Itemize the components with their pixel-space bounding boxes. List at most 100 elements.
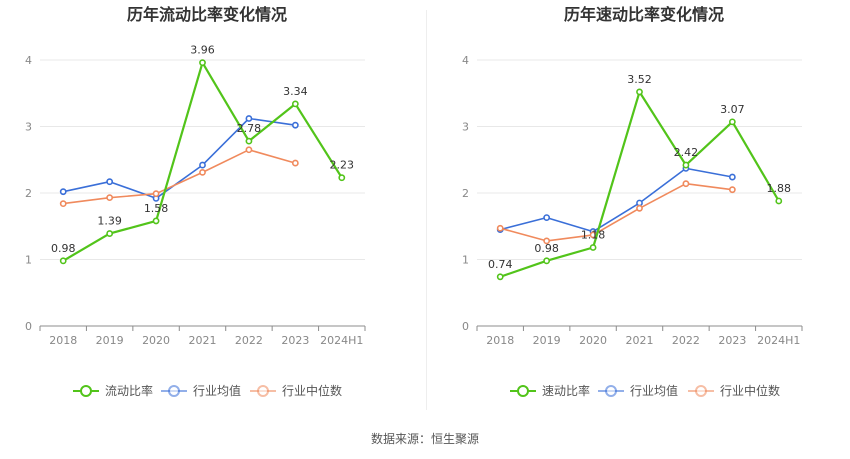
- x-tick-label: 2024H1: [757, 334, 800, 347]
- data-point-industry_avg: [59, 188, 67, 196]
- x-tick-label: 2018: [486, 334, 514, 347]
- data-label: 2.78: [237, 122, 262, 135]
- legend-label: 速动比率: [542, 383, 590, 398]
- y-tick-label: 1: [462, 254, 469, 267]
- x-tick-label: 2019: [533, 334, 561, 347]
- legend-item-industry_avg: 行业均值: [161, 383, 241, 398]
- data-point-industry_median: [636, 204, 643, 212]
- y-tick-label: 3: [25, 121, 32, 134]
- data-point-company: [728, 118, 736, 126]
- data-label: 0.98: [51, 242, 76, 255]
- x-tick-label: 2023: [718, 334, 746, 347]
- legend-label: 行业中位数: [282, 383, 342, 398]
- data-label: 3.96: [190, 44, 215, 57]
- data-point-company: [543, 257, 551, 265]
- data-label: 3.52: [627, 73, 652, 86]
- x-tick-label: 2021: [626, 334, 654, 347]
- x-tick-label: 2019: [96, 334, 124, 347]
- y-tick-label: 2: [25, 187, 32, 200]
- series-line-industry_avg: [499, 167, 733, 233]
- data-label: 2.23: [330, 159, 355, 172]
- chart-panel-1: 历年流动比率变化情况 0 1 2 3 4 2018 2019 2020 2021 2022 2023 2…: [25, 5, 366, 398]
- legend-item-company: 速动比率: [510, 383, 590, 398]
- data-label: 2.42: [674, 146, 699, 159]
- data-point-industry_avg: [543, 214, 551, 222]
- chart-title: 历年流动比率变化情况: [127, 5, 287, 24]
- data-label: 1.18: [581, 229, 606, 242]
- data-point-company: [152, 217, 160, 225]
- x-tick-label: 2022: [235, 334, 263, 347]
- series-line-industry_median: [499, 182, 733, 242]
- data-point-industry_avg: [199, 161, 206, 169]
- data-point-industry_avg: [245, 115, 253, 122]
- data-point-industry_median: [59, 200, 67, 208]
- data-point-industry_avg: [291, 121, 299, 129]
- data-point-company: [636, 88, 643, 96]
- data-label: 1.39: [97, 215, 122, 228]
- data-point-company: [589, 244, 597, 251]
- data-point-industry_median: [245, 146, 253, 154]
- y-tick-label: 4: [462, 54, 469, 67]
- series-line-industry_avg: [63, 117, 296, 200]
- x-tick-label: 2020: [142, 334, 170, 347]
- series-line-industry_median: [63, 149, 296, 205]
- data-point-company: [106, 230, 114, 237]
- data-point-company: [682, 161, 690, 169]
- legend-label: 行业中位数: [720, 383, 780, 398]
- data-point-company: [59, 257, 67, 265]
- legend-label: 流动比率: [105, 383, 153, 398]
- x-tick-label: 2022: [672, 334, 700, 347]
- data-point-company: [199, 59, 206, 67]
- legend-swatch-marker: [517, 385, 529, 397]
- chart-title: 历年速动比率变化情况: [564, 5, 724, 24]
- x-tick-label: 2024H1: [320, 334, 363, 347]
- legend-swatch-marker: [695, 385, 707, 397]
- chart-panel-2: 历年速动比率变化情况 0 1 2 3 4 2018 2019 2020 2021 2022 2023 2…: [462, 5, 803, 398]
- data-point-company: [775, 197, 783, 205]
- data-point-industry_median: [496, 224, 504, 232]
- y-tick-label: 3: [462, 121, 469, 134]
- panel-divider: [426, 10, 427, 410]
- data-point-industry_avg: [728, 173, 736, 181]
- legend-swatch-marker: [605, 385, 617, 397]
- source-note: 数据来源：恒生聚源: [370, 432, 479, 446]
- y-tick-label: 2: [462, 187, 469, 200]
- data-point-industry_median: [152, 190, 160, 198]
- data-point-industry_median: [291, 159, 299, 167]
- y-tick-label: 1: [25, 254, 32, 267]
- x-tick-label: 2021: [189, 334, 217, 347]
- legend-swatch-marker: [168, 385, 180, 397]
- legend-item-industry_median: 行业中位数: [688, 383, 780, 398]
- data-label: 3.07: [720, 103, 745, 116]
- data-point-industry_median: [543, 237, 551, 245]
- data-point-company: [338, 174, 346, 182]
- y-tick-label: 0: [462, 320, 469, 333]
- data-point-industry_median: [728, 186, 736, 194]
- legend-swatch-marker: [257, 385, 269, 397]
- x-tick-label: 2023: [281, 334, 309, 347]
- y-tick-label: 4: [25, 54, 32, 67]
- legend-swatch-marker: [80, 385, 92, 397]
- data-label: 1.88: [767, 182, 792, 195]
- data-label: 3.34: [283, 85, 308, 98]
- legend-item-industry_avg: 行业均值: [598, 383, 678, 398]
- y-tick-label: 0: [25, 320, 32, 333]
- data-point-company: [291, 100, 299, 108]
- data-point-industry_avg: [106, 178, 114, 186]
- data-point-industry_median: [589, 231, 597, 239]
- legend-label: 行业均值: [630, 383, 678, 398]
- data-point-industry_median: [682, 180, 690, 188]
- data-point-industry_median: [106, 194, 114, 202]
- legend-label: 行业均值: [193, 383, 241, 398]
- x-tick-label: 2018: [49, 334, 77, 347]
- data-label: 0.98: [534, 242, 559, 255]
- data-label: 1.58: [144, 202, 169, 215]
- data-point-industry_avg: [636, 199, 643, 207]
- legend-item-industry_median: 行业中位数: [250, 383, 342, 398]
- legend-item-company: 流动比率: [73, 383, 153, 398]
- data-label: 0.74: [488, 258, 513, 271]
- data-point-company: [245, 137, 253, 145]
- x-tick-label: 2020: [579, 334, 607, 347]
- data-point-company: [496, 273, 504, 281]
